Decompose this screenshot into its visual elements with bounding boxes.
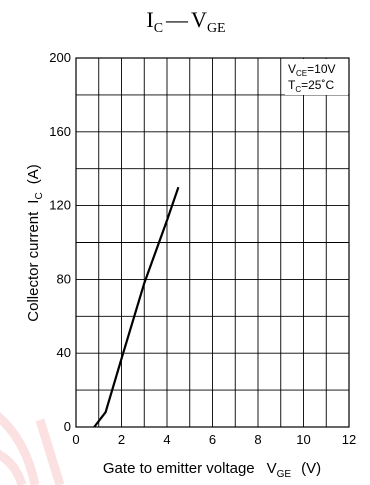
x-tick-label: 8: [254, 432, 261, 447]
x-tick-label: 12: [342, 432, 356, 447]
conditions-legend: VCE=10V TC=25˚C: [285, 59, 348, 95]
x-tick-label: 2: [118, 432, 125, 447]
y-tick-label: 0: [64, 419, 71, 434]
y-tick-label: 40: [57, 345, 71, 360]
y-tick-label: 160: [49, 124, 71, 139]
series-line: [93, 186, 180, 428]
y-tick-label: 200: [49, 50, 71, 65]
grid: [76, 58, 349, 427]
x-tick-label: 0: [72, 432, 79, 447]
y-tick-label: 80: [57, 271, 71, 286]
x-axis-label: Gate to emitter voltage VGE (V): [103, 460, 321, 480]
y-axis-label: Collector currentIC(A): [25, 164, 45, 321]
chart-title: IC — VGE: [146, 7, 225, 36]
plot-frame: [75, 57, 350, 428]
x-tick-label: 10: [296, 432, 310, 447]
x-tick-label: 6: [209, 432, 216, 447]
x-tick-label: 4: [163, 432, 170, 447]
condition-vce: VCE=10V: [288, 62, 336, 78]
condition-tc: TC=25˚C: [288, 78, 334, 94]
y-tick-label: 120: [49, 198, 71, 213]
